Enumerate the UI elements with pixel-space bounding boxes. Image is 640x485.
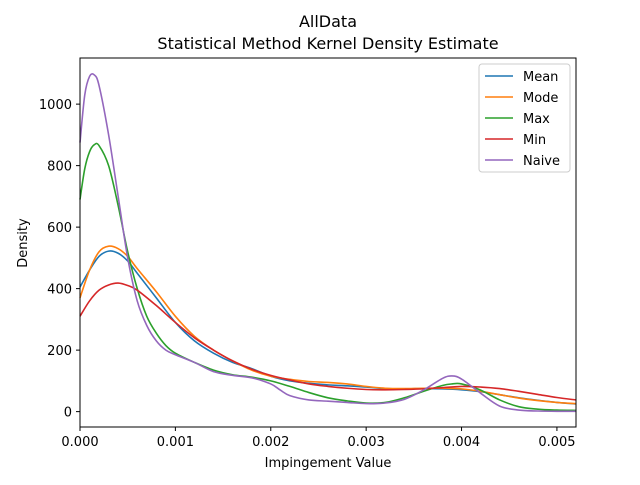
series-line-max bbox=[79, 142, 577, 412]
legend: Mean Mode Max Min Naive bbox=[478, 63, 571, 173]
x-tick-label: 0.002 bbox=[252, 435, 289, 450]
y-tick-label: 800 bbox=[47, 160, 72, 175]
legend-label-naive: Naive bbox=[523, 154, 560, 169]
y-tick-label: 200 bbox=[47, 344, 72, 359]
x-tick-label: 0.004 bbox=[443, 435, 480, 450]
y-tick-label: 1000 bbox=[39, 98, 72, 113]
y-axis-label: Density bbox=[16, 218, 31, 268]
x-tick-label: 0.003 bbox=[348, 435, 385, 450]
series-line-min bbox=[79, 282, 577, 401]
y-axis-ticks: 0 200 400 600 800 1000 bbox=[39, 98, 80, 421]
chart-title-line2: Statistical Method Kernel Density Estima… bbox=[157, 34, 498, 53]
plot-area-frame bbox=[79, 57, 577, 428]
legend-box bbox=[478, 63, 571, 173]
y-tick-label: 600 bbox=[47, 221, 72, 236]
x-axis-ticks: 0.000 0.001 0.002 0.003 0.004 0.005 bbox=[61, 427, 576, 450]
x-axis-label: Impingement Value bbox=[265, 456, 392, 471]
y-tick-label: 400 bbox=[47, 283, 72, 298]
legend-items: Mean Mode Max Min Naive bbox=[485, 70, 560, 169]
series-line-naive bbox=[79, 73, 577, 413]
y-tick-label: 0 bbox=[64, 406, 72, 421]
x-tick-label: 0.005 bbox=[538, 435, 575, 450]
series-lines bbox=[79, 73, 577, 413]
x-tick-label: 0.000 bbox=[61, 435, 98, 450]
legend-label-mode: Mode bbox=[523, 91, 558, 106]
legend-label-min: Min bbox=[523, 133, 546, 148]
x-tick-label: 0.001 bbox=[157, 435, 194, 450]
legend-label-mean: Mean bbox=[523, 70, 558, 85]
chart-title-line1: AllData bbox=[299, 12, 357, 31]
legend-label-max: Max bbox=[523, 112, 550, 127]
